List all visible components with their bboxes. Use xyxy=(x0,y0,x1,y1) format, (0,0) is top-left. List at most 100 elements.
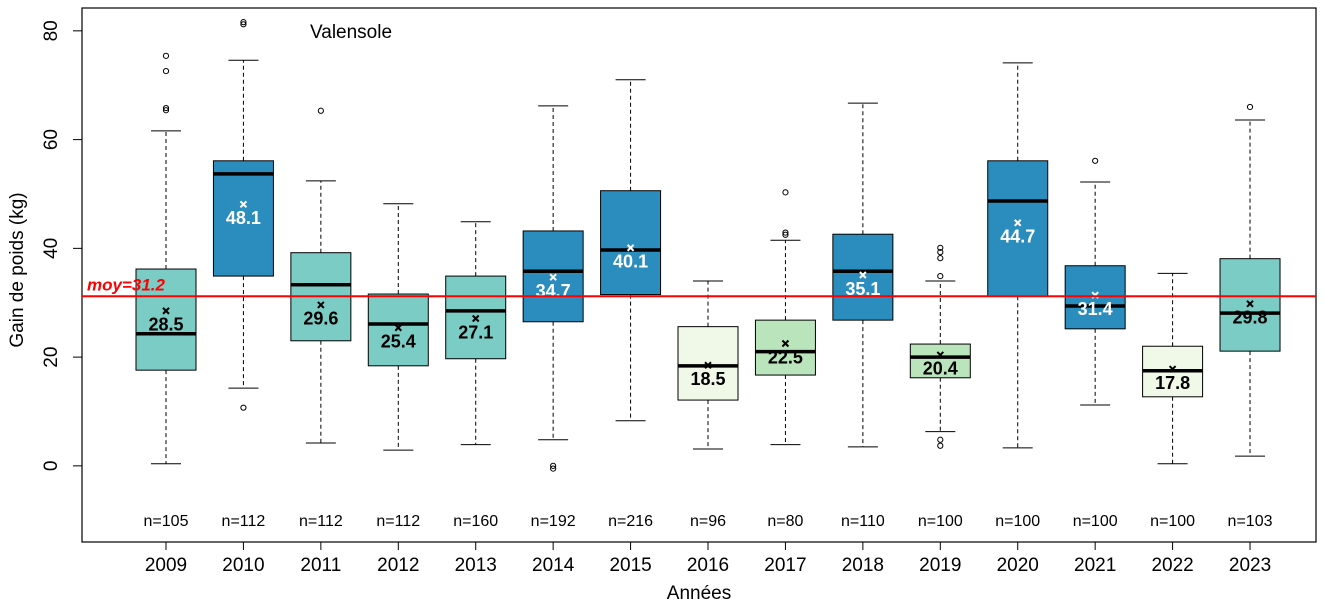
x-tick-label: 2017 xyxy=(764,555,806,576)
y-tick-label: 40 xyxy=(41,238,62,259)
y-tick-label: 60 xyxy=(41,129,62,150)
mean-label: 28.5 xyxy=(148,315,183,335)
mean-label: 44.7 xyxy=(1000,227,1035,247)
reference-label: moy=31.2 xyxy=(87,276,166,295)
chart-title: Valensole xyxy=(310,22,392,43)
mean-marker xyxy=(472,314,480,323)
n-label: n=100 xyxy=(1073,513,1118,530)
outlier xyxy=(1092,157,1099,164)
x-tick-label: 2014 xyxy=(532,555,575,576)
n-label: n=100 xyxy=(918,513,963,530)
x-tick-label: 2011 xyxy=(300,555,341,576)
outlier xyxy=(937,255,944,262)
n-label: n=112 xyxy=(222,513,266,530)
mean-marker xyxy=(781,339,790,348)
outlier xyxy=(162,67,170,75)
y-tick-label: 20 xyxy=(41,347,62,368)
mean-label: 40.1 xyxy=(613,252,648,272)
mean-marker xyxy=(162,307,170,315)
outlier xyxy=(240,404,247,411)
mean-marker xyxy=(936,351,945,359)
mean-label: 35.1 xyxy=(845,279,880,299)
n-label: n=80 xyxy=(767,513,803,530)
n-label: n=112 xyxy=(376,513,420,530)
mean-label: 17.8 xyxy=(1155,373,1190,393)
y-tick-label: 80 xyxy=(41,20,62,41)
plot-frame xyxy=(81,7,1317,543)
box xyxy=(212,160,274,277)
n-label: n=100 xyxy=(1150,513,1195,530)
mean-label: 48.1 xyxy=(226,208,261,228)
outlier xyxy=(937,244,944,251)
outlier xyxy=(937,272,944,280)
box xyxy=(754,319,816,376)
x-tick-label: 2019 xyxy=(919,555,961,576)
mean-label: 34.7 xyxy=(536,281,571,301)
outlier xyxy=(550,465,557,472)
mean-marker xyxy=(1168,365,1177,373)
outlier xyxy=(317,107,324,114)
n-label: n=192 xyxy=(531,513,576,530)
box xyxy=(600,190,662,296)
mean-marker xyxy=(1246,300,1254,308)
x-tick-label: 2009 xyxy=(145,555,187,576)
mean-label: 25.4 xyxy=(381,331,416,351)
box xyxy=(1064,265,1126,330)
x-tick-label: 2020 xyxy=(997,555,1039,576)
n-label: n=105 xyxy=(144,513,189,530)
x-tick-label: 2023 xyxy=(1229,555,1271,576)
outlier xyxy=(782,189,789,196)
mean-label: 18.5 xyxy=(690,369,725,389)
mean-marker xyxy=(626,244,635,252)
x-tick-label: 2010 xyxy=(222,555,264,576)
n-label: n=160 xyxy=(453,513,498,530)
outlier xyxy=(240,21,247,28)
x-tick-label: 2021 xyxy=(1074,555,1116,576)
mean-label: 31.4 xyxy=(1078,299,1113,319)
n-label: n=110 xyxy=(841,513,885,530)
x-tick-label: 2013 xyxy=(455,555,497,576)
outlier xyxy=(782,231,789,238)
mean-label: 20.4 xyxy=(923,359,958,379)
x-axis-label: Années xyxy=(667,583,731,604)
mean-label: 29.6 xyxy=(303,309,338,329)
x-tick-label: 2016 xyxy=(687,555,729,576)
mean-marker xyxy=(1014,219,1022,227)
mean-label: 29.8 xyxy=(1232,308,1267,328)
box xyxy=(367,293,429,367)
n-label: n=96 xyxy=(690,513,726,530)
mean-marker xyxy=(239,200,248,209)
outlier xyxy=(782,229,789,236)
box xyxy=(909,343,971,379)
n-label: n=100 xyxy=(995,513,1040,530)
outlier xyxy=(937,436,944,443)
mean-marker xyxy=(317,301,325,309)
x-tick-label: 2015 xyxy=(609,555,651,576)
box xyxy=(677,326,739,401)
mean-marker xyxy=(859,271,867,279)
mean-label: 27.1 xyxy=(458,322,493,342)
outlier xyxy=(937,249,944,256)
mean-marker xyxy=(704,361,712,369)
x-tick-label: 2022 xyxy=(1151,555,1193,576)
x-tick-label: 2012 xyxy=(377,555,419,576)
outlier xyxy=(550,462,557,469)
y-axis-label: Gain de poids (kg) xyxy=(7,192,28,347)
box xyxy=(832,233,894,321)
mean-label: 22.5 xyxy=(768,347,803,367)
outlier xyxy=(162,107,170,114)
x-tick-label: 2018 xyxy=(842,555,884,576)
mean-marker xyxy=(549,273,557,281)
n-label: n=112 xyxy=(299,513,343,530)
outlier xyxy=(162,104,170,112)
outlier xyxy=(240,19,247,26)
outlier xyxy=(1246,103,1254,111)
y-tick-label: 0 xyxy=(41,461,62,472)
box xyxy=(135,268,197,371)
n-label: n=103 xyxy=(1228,513,1273,530)
n-label: n=216 xyxy=(608,513,653,530)
mean-marker xyxy=(394,324,402,332)
outlier xyxy=(162,52,170,59)
outlier xyxy=(937,442,944,449)
